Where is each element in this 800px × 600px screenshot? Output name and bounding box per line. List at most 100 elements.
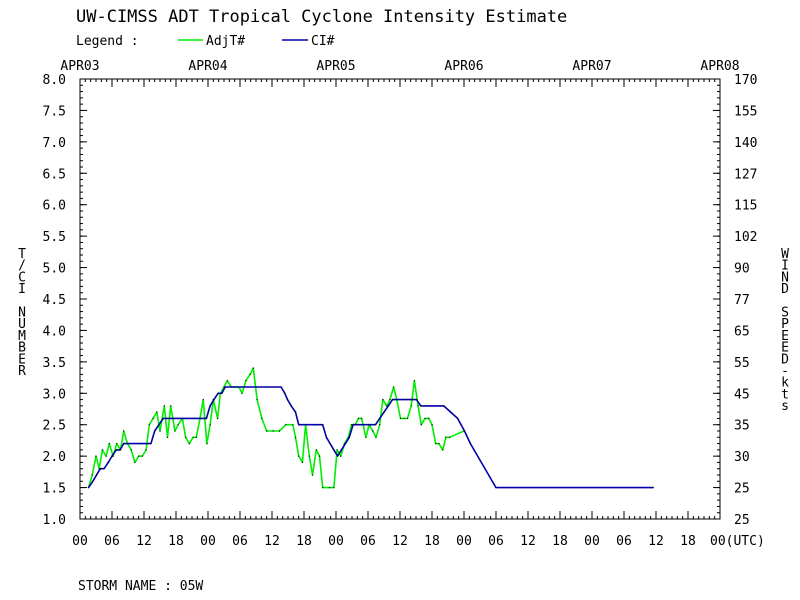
legend: Legend : AdjT# CI# xyxy=(76,34,335,49)
data-point-adjt xyxy=(145,449,147,451)
data-point-ci xyxy=(337,455,339,457)
data-point-adjt xyxy=(333,487,335,489)
data-point-ci xyxy=(286,399,289,401)
y-tick-label: 2.5 xyxy=(43,419,66,434)
x-tick-label: 06 xyxy=(616,534,632,549)
data-point-adjt xyxy=(101,449,103,451)
x-tick-label: 00 xyxy=(72,534,88,549)
data-point-ci xyxy=(217,392,219,394)
data-point-adjt xyxy=(95,455,97,457)
axis-title-char: E xyxy=(781,341,789,356)
data-point-ci xyxy=(107,461,109,463)
data-point-adjt xyxy=(202,399,204,401)
data-point-adjt xyxy=(301,461,303,463)
data-point-ci xyxy=(352,424,354,426)
data-point-adjt xyxy=(195,436,197,438)
data-point-adjt xyxy=(252,367,254,369)
data-point-ci xyxy=(209,405,211,407)
x-tick-label: 06 xyxy=(104,534,120,549)
y2-tick-label: 90 xyxy=(734,262,750,277)
data-point-adjt xyxy=(174,430,176,432)
x-tick-label: 00 xyxy=(456,534,472,549)
y2-tick-label: 25 xyxy=(734,482,750,497)
y-tick-label: 5.0 xyxy=(43,262,66,277)
data-point-ci xyxy=(290,405,292,407)
data-point-ci xyxy=(325,436,327,438)
legend-entry-ci: CI# xyxy=(311,34,335,49)
date-tick-label: APR08 xyxy=(700,59,739,74)
axis-title-char: I xyxy=(18,282,26,297)
axis-title-char: E xyxy=(18,352,26,367)
axis-title-char: C xyxy=(18,270,26,285)
axis-title-char: t xyxy=(781,387,789,402)
data-point-ci xyxy=(294,411,297,413)
data-point-adjt xyxy=(399,417,402,419)
x-tick-label: 00 xyxy=(328,534,344,549)
axis-title-char: - xyxy=(781,364,789,379)
axis-title-char: N xyxy=(781,270,789,285)
data-point-adjt xyxy=(261,417,263,419)
data-point-ci xyxy=(457,417,459,419)
storm-name: STORM NAME : 05W xyxy=(78,579,203,594)
x-tick-label: 18 xyxy=(168,534,184,549)
axis-title-char: U xyxy=(18,317,26,332)
y2-tick-label: 155 xyxy=(734,104,757,119)
data-point-adjt xyxy=(209,424,211,426)
legend-entry-adjt: AdjT# xyxy=(206,34,245,49)
data-point-adjt xyxy=(445,436,447,438)
data-point-ci xyxy=(374,424,377,426)
y2-tick-label: 102 xyxy=(734,230,757,245)
data-point-adjt xyxy=(266,430,268,432)
data-point-ci xyxy=(224,386,226,388)
x-tick-label: 12 xyxy=(648,534,664,549)
data-point-ci xyxy=(333,449,335,451)
data-point-adjt xyxy=(138,455,140,457)
data-point-ci xyxy=(162,417,164,419)
y-tick-label: 7.5 xyxy=(43,104,66,119)
date-tick-label: APR04 xyxy=(188,59,227,74)
data-point-adjt xyxy=(413,380,415,382)
x-tick-label: 18 xyxy=(680,534,696,549)
data-point-ci xyxy=(379,417,381,419)
data-point-adjt xyxy=(272,430,274,432)
x-tick-label: 12 xyxy=(264,534,280,549)
y2-tick-label: 77 xyxy=(734,293,750,308)
axis-title-char: E xyxy=(781,329,789,344)
x-tick-label: 18 xyxy=(296,534,312,549)
data-point-ci xyxy=(443,405,445,407)
y2-tick-label: 55 xyxy=(734,356,750,371)
axis-title-char: R xyxy=(18,364,26,379)
data-point-ci xyxy=(495,487,497,489)
y2-tick-label: 25 xyxy=(734,513,750,528)
data-point-ci xyxy=(103,468,105,470)
y-tick-label: 8.0 xyxy=(43,73,66,88)
data-point-adjt xyxy=(336,449,338,451)
data-point-ci xyxy=(383,411,385,413)
data-point-adjt xyxy=(241,392,243,394)
axis-title-char: M xyxy=(18,329,26,344)
data-point-ci xyxy=(420,405,422,407)
data-point-ci xyxy=(123,443,125,445)
x-tick-label: 00 xyxy=(584,534,600,549)
data-point-adjt xyxy=(245,380,247,382)
y-tick-label: 4.0 xyxy=(43,324,66,339)
data-point-adjt xyxy=(256,399,258,401)
data-point-adjt xyxy=(298,455,300,457)
data-point-adjt xyxy=(428,417,430,419)
data-point-ci xyxy=(205,417,207,419)
data-point-adjt xyxy=(206,443,208,445)
axis-title-char: k xyxy=(781,376,789,391)
x-tick-label: 06 xyxy=(232,534,248,549)
data-point-adjt xyxy=(435,443,437,445)
y2-tick-label: 127 xyxy=(734,167,757,182)
data-point-adjt xyxy=(91,474,93,476)
axis-title-char: / xyxy=(18,259,26,274)
data-point-ci xyxy=(409,399,411,401)
data-point-adjt xyxy=(217,417,219,419)
x-tick-label: 18 xyxy=(552,534,568,549)
y2-tick-label: 35 xyxy=(734,419,750,434)
data-point-adjt xyxy=(431,424,433,426)
data-point-ci xyxy=(280,386,282,388)
